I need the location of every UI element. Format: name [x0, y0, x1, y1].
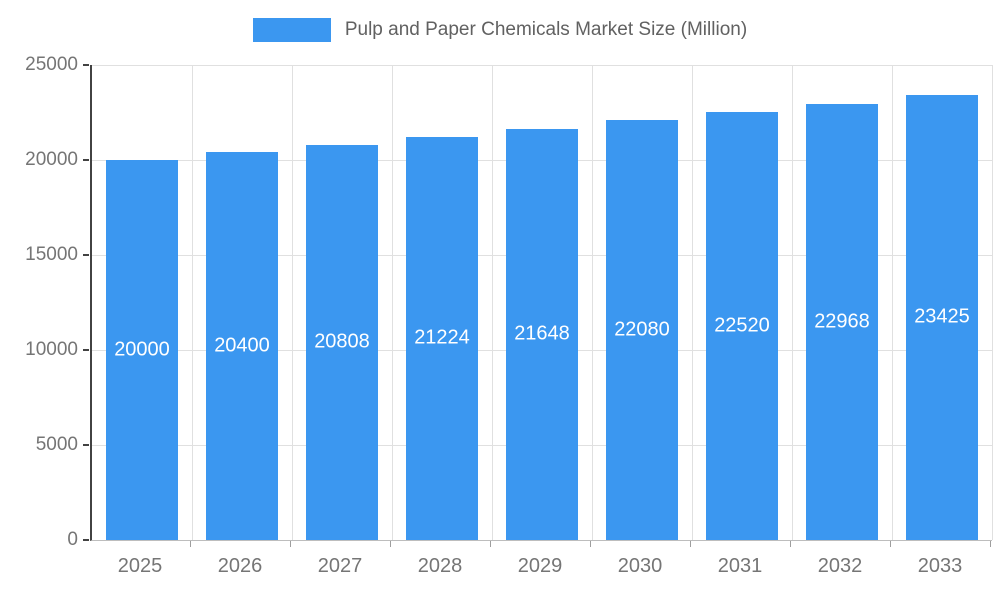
bar[interactable]: 22968 [806, 103, 878, 540]
x-axis-label: 2026 [217, 555, 263, 577]
y-axis-label: 10000 [25, 339, 78, 360]
y-axis-label: 25000 [25, 54, 78, 75]
gridline-vertical [592, 65, 593, 540]
gridline-vertical [492, 65, 493, 540]
gridline-vertical [192, 65, 193, 540]
x-axis-tick [290, 541, 291, 547]
y-axis-label: 20000 [25, 149, 78, 170]
y-axis-tick [83, 539, 89, 541]
bar-value-label: 21648 [514, 322, 570, 345]
bar[interactable]: 20808 [306, 144, 378, 540]
bar[interactable]: 23425 [906, 94, 978, 540]
y-axis-tick [83, 64, 89, 66]
y-axis-tick [83, 444, 89, 446]
bar[interactable]: 21224 [406, 136, 478, 540]
x-axis-tick [690, 541, 691, 547]
x-axis-tick [390, 541, 391, 547]
gridline-vertical [292, 65, 293, 540]
gridline-vertical [892, 65, 893, 540]
x-axis-label: 2029 [517, 555, 563, 577]
bar-value-label: 21224 [414, 326, 470, 349]
x-axis-tick [890, 541, 891, 547]
x-axis-label: 2027 [317, 555, 363, 577]
bar-value-label: 20808 [314, 330, 370, 353]
x-axis-tick [490, 541, 491, 547]
bar[interactable]: 20400 [206, 152, 278, 540]
x-axis-label: 2033 [917, 555, 963, 577]
gridline-vertical [792, 65, 793, 540]
x-axis-label: 2025 [117, 555, 163, 577]
chart-title: Pulp and Paper Chemicals Market Size (Mi… [344, 19, 748, 40]
bar-value-label: 22080 [614, 318, 670, 341]
x-axis-label: 2030 [617, 555, 663, 577]
plot-area: 20000 20400 20808 21224 21648 22080 22520 22968… [90, 65, 993, 541]
bar-value-label: 23425 [914, 305, 970, 328]
x-axis-label: 2032 [817, 555, 863, 577]
bar[interactable]: 21648 [506, 128, 578, 540]
y-axis-label: 15000 [25, 244, 78, 265]
y-axis-tick [83, 159, 89, 161]
y-axis-tick [83, 349, 89, 351]
bar-value-label: 22520 [714, 314, 770, 337]
bar[interactable]: 20000 [106, 160, 178, 540]
x-axis-label: 2031 [717, 555, 763, 577]
gridline-horizontal [92, 65, 992, 66]
bar-value-label: 22968 [814, 310, 870, 333]
x-axis-tick [990, 541, 991, 547]
x-axis-tick [190, 541, 191, 547]
x-axis-tick [790, 541, 791, 547]
bar[interactable]: 22520 [706, 112, 778, 540]
legend-swatch [252, 18, 331, 42]
y-axis-tick [83, 254, 89, 256]
x-axis-tick [590, 541, 591, 547]
legend[interactable]: Pulp and Paper Chemicals Market Size (Mi… [0, 18, 1000, 42]
gridline-vertical [692, 65, 693, 540]
y-axis-label: 5000 [35, 434, 78, 455]
gridline-vertical [992, 65, 993, 540]
bar-value-label: 20000 [114, 338, 170, 361]
bar[interactable]: 22080 [606, 120, 678, 540]
y-axis-label: 0 [67, 529, 78, 550]
x-axis-label: 2028 [417, 555, 463, 577]
bar-value-label: 20400 [214, 334, 270, 357]
gridline-vertical [392, 65, 393, 540]
